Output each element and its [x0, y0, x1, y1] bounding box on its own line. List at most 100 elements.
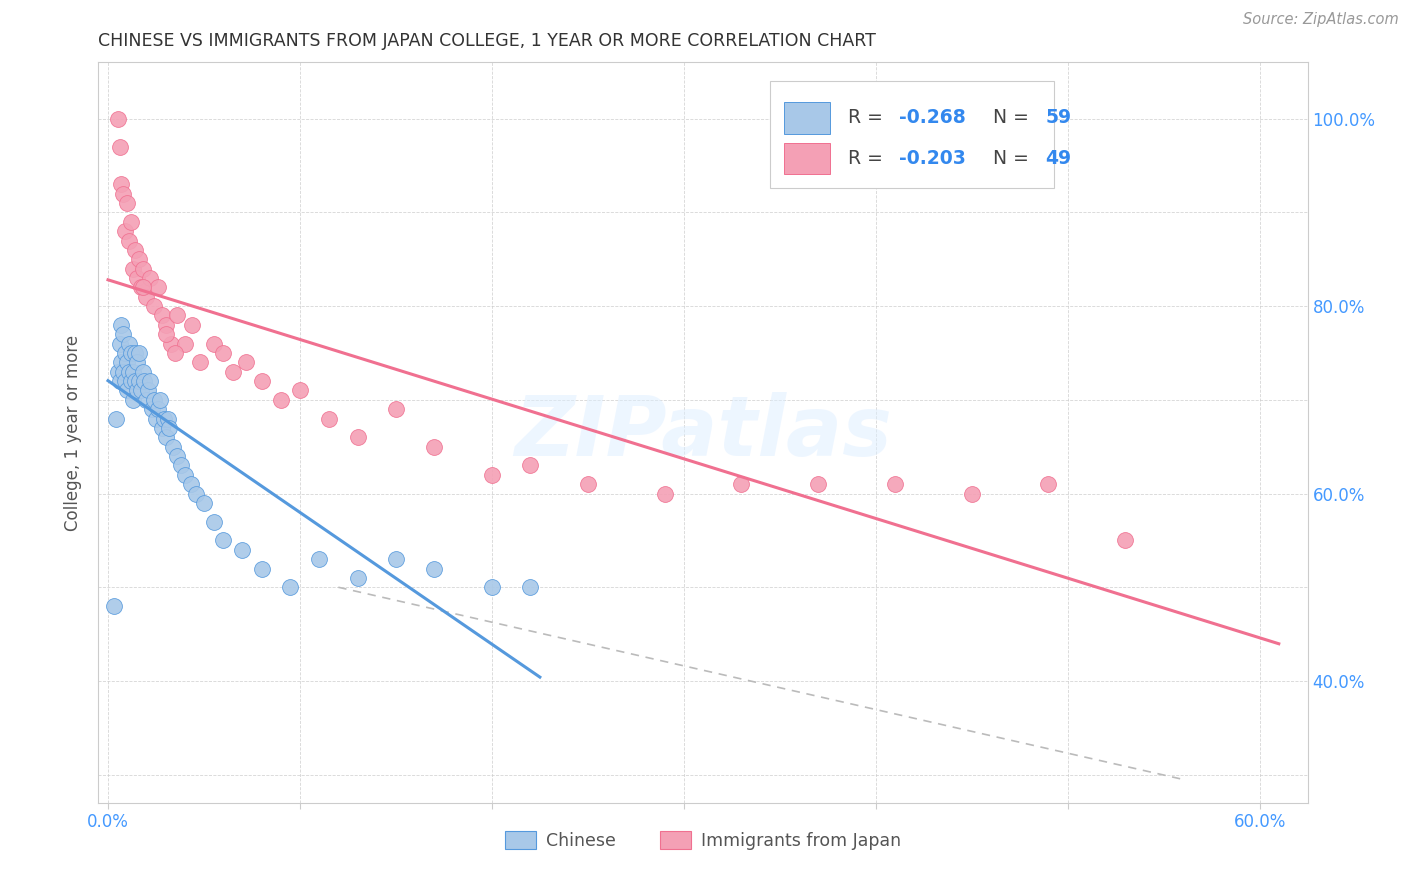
- Point: [481, 467, 503, 482]
- Point: [202, 336, 225, 351]
- Point: [250, 374, 273, 388]
- Text: 59: 59: [1045, 109, 1071, 128]
- Point: [145, 411, 167, 425]
- Point: [730, 477, 752, 491]
- Point: [180, 477, 202, 491]
- Point: [308, 552, 330, 566]
- Point: [118, 234, 141, 248]
- Text: -0.268: -0.268: [898, 109, 966, 128]
- Point: [807, 477, 830, 491]
- Point: [170, 458, 193, 473]
- Point: [104, 411, 127, 425]
- Point: [136, 384, 159, 398]
- Point: [162, 440, 184, 454]
- Point: [107, 112, 129, 126]
- Point: [120, 215, 142, 229]
- Point: [156, 411, 179, 425]
- Point: [150, 309, 173, 323]
- Point: [115, 196, 138, 211]
- Point: [1114, 533, 1136, 548]
- Point: [654, 486, 676, 500]
- Point: [250, 561, 273, 575]
- Point: [135, 392, 157, 407]
- Point: [212, 346, 235, 360]
- Text: -0.203: -0.203: [898, 149, 966, 169]
- Point: [884, 477, 907, 491]
- Point: [173, 467, 195, 482]
- Point: [115, 384, 138, 398]
- Point: [346, 571, 368, 585]
- Text: N =: N =: [981, 149, 1035, 169]
- Point: [165, 346, 187, 360]
- Point: [318, 411, 340, 425]
- Point: [118, 336, 141, 351]
- Text: R =: R =: [848, 149, 889, 169]
- Point: [519, 458, 541, 473]
- Point: [1038, 477, 1060, 491]
- Text: R =: R =: [848, 109, 889, 128]
- Point: [114, 374, 136, 388]
- Point: [152, 411, 174, 425]
- FancyBboxPatch shape: [785, 103, 830, 134]
- Point: [423, 561, 446, 575]
- Point: [125, 355, 148, 369]
- Point: [146, 280, 169, 294]
- Point: [112, 365, 135, 379]
- Point: [270, 392, 292, 407]
- Point: [155, 430, 177, 444]
- Point: [139, 374, 162, 388]
- Text: 49: 49: [1045, 149, 1071, 169]
- Point: [166, 449, 188, 463]
- Point: [112, 327, 135, 342]
- Point: [122, 365, 145, 379]
- FancyBboxPatch shape: [769, 81, 1053, 188]
- Point: [131, 261, 153, 276]
- Text: ZIPatlas: ZIPatlas: [515, 392, 891, 473]
- Point: [124, 374, 146, 388]
- Point: [423, 440, 446, 454]
- Point: [112, 186, 135, 201]
- Point: [385, 552, 408, 566]
- Point: [173, 336, 195, 351]
- Point: [115, 355, 138, 369]
- Point: [131, 365, 153, 379]
- Point: [346, 430, 368, 444]
- Point: [108, 140, 131, 154]
- Point: [141, 402, 163, 417]
- Point: [128, 252, 150, 267]
- Point: [131, 280, 153, 294]
- Point: [124, 346, 146, 360]
- Point: [150, 421, 173, 435]
- Point: [134, 374, 156, 388]
- Point: [288, 384, 311, 398]
- Point: [120, 374, 142, 388]
- Point: [188, 355, 211, 369]
- Point: [960, 486, 983, 500]
- Point: [114, 346, 136, 360]
- Point: [181, 318, 204, 332]
- Text: N =: N =: [981, 109, 1035, 128]
- Point: [385, 402, 408, 417]
- Point: [149, 392, 172, 407]
- Point: [125, 271, 148, 285]
- Point: [280, 580, 302, 594]
- Point: [120, 346, 142, 360]
- Point: [128, 346, 150, 360]
- Point: [235, 355, 257, 369]
- Point: [166, 309, 188, 323]
- Point: [110, 355, 132, 369]
- Point: [110, 178, 132, 192]
- Point: [108, 374, 131, 388]
- Point: [159, 421, 181, 435]
- Point: [135, 290, 157, 304]
- Point: [108, 336, 131, 351]
- Point: [212, 533, 235, 548]
- Point: [110, 318, 132, 332]
- Point: [202, 515, 225, 529]
- Point: [125, 384, 148, 398]
- Point: [155, 327, 177, 342]
- Legend: Chinese, Immigrants from Japan: Chinese, Immigrants from Japan: [505, 830, 901, 850]
- Point: [146, 402, 169, 417]
- Point: [124, 243, 146, 257]
- Point: [139, 271, 162, 285]
